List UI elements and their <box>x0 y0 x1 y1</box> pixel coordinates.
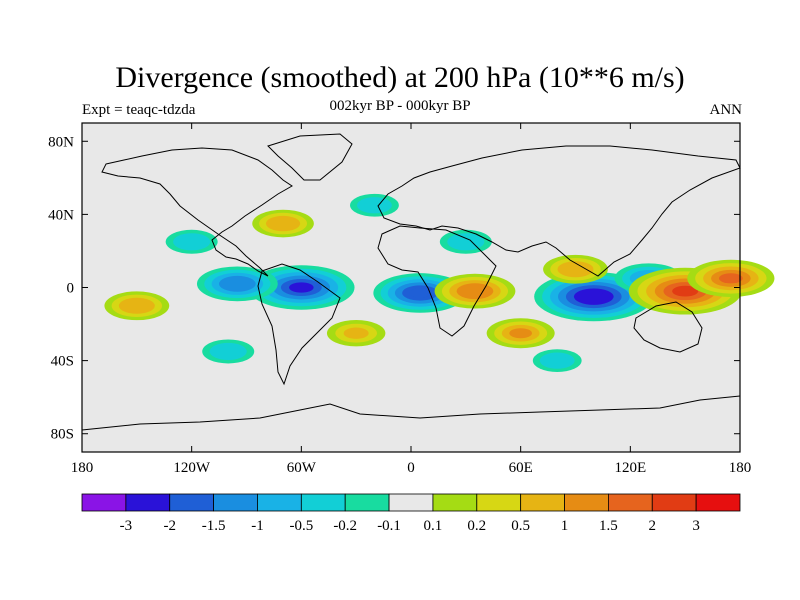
coastline-antarctica <box>81 395 741 431</box>
colorbar-label: 0.1 <box>424 518 443 534</box>
colorbar-swatch <box>344 493 390 512</box>
colorbar-swatch <box>257 493 302 512</box>
field-cell <box>409 288 431 298</box>
field-cell <box>343 327 369 339</box>
colorbar-swatch <box>81 493 127 512</box>
field-cell <box>226 279 249 289</box>
y-tick-label: 40N <box>48 207 74 223</box>
field-cell <box>463 286 486 296</box>
colorbar-swatch <box>388 493 434 512</box>
divergence-field <box>104 193 775 373</box>
field-cell <box>180 236 203 247</box>
colorbar-swatch <box>125 493 171 512</box>
x-tick-label: 0 <box>407 460 415 476</box>
field-cell <box>564 264 587 275</box>
colorbar-swatch <box>169 493 215 512</box>
x-tick-label: 120W <box>173 460 211 476</box>
field-cell <box>217 346 240 357</box>
y-tick-label: 80S <box>51 427 74 443</box>
colorbar-label: 0.5 <box>511 518 530 534</box>
x-tick-label: 180 <box>71 460 94 476</box>
coastline-north-america <box>101 147 293 277</box>
field-cell <box>581 291 606 302</box>
y-tick-label: 80N <box>48 134 74 150</box>
colorbar-label: 0.2 <box>467 518 486 534</box>
colorbar-swatch <box>564 493 609 512</box>
colorbar-label: 2 <box>649 518 657 534</box>
field-cell <box>546 355 568 366</box>
coastline-eurasia <box>377 145 741 277</box>
field-cell <box>454 236 477 247</box>
y-tick-label: 40S <box>51 354 74 370</box>
x-tick-label: 120E <box>614 460 646 476</box>
colorbar-swatch <box>213 493 258 512</box>
field-cell <box>363 200 385 211</box>
field-cell <box>272 218 294 229</box>
coastline-africa <box>377 225 497 337</box>
colorbar-label: 1 <box>561 518 569 534</box>
x-tick-label: 60E <box>509 460 533 476</box>
colorbar-label: -0.2 <box>333 518 357 534</box>
colorbar-label: -0.1 <box>377 518 401 534</box>
colorbar-label: -2 <box>163 518 176 534</box>
y-axis: 80N 40N 0 40S 80S <box>48 134 740 443</box>
coastline-australia <box>633 301 703 353</box>
x-tick-label: 60W <box>287 460 317 476</box>
field-cell <box>509 328 532 339</box>
colorbar-swatch <box>608 493 653 512</box>
colorbar-swatch <box>476 493 522 512</box>
x-tick-label: 180 <box>729 460 752 476</box>
colorbar-label: -0.5 <box>289 518 313 534</box>
colorbar-swatch <box>300 493 346 512</box>
field-cell <box>126 300 148 311</box>
colorbar-label: 3 <box>692 518 700 534</box>
colorbar-label: -1 <box>251 518 264 534</box>
colorbar: -3 -2 -1.5 -1 -0.5 -0.2 -0.1 0.1 0.2 0.5 1 1.5 2 3 <box>81 493 741 534</box>
coastline-south-america <box>257 263 341 386</box>
field-cell <box>672 285 699 297</box>
colorbar-label: -3 <box>120 518 133 534</box>
colorbar-swatch <box>520 493 565 512</box>
season-label: ANN <box>709 102 743 118</box>
experiment-label: Expt = teaqc-tdzda <box>82 102 196 118</box>
period-label: 002kyr BP - 000kyr BP <box>329 98 471 114</box>
colorbar-swatch <box>432 493 478 512</box>
x-axis: 180 120W 60W 0 60E 120E 180 <box>71 123 752 476</box>
colorbar-label: -1.5 <box>202 518 226 534</box>
chart-title: Divergence (smoothed) at 200 hPa (10**6 … <box>115 61 685 94</box>
colorbar-label: 1.5 <box>599 518 618 534</box>
field-cell <box>289 282 314 293</box>
y-tick-label: 0 <box>67 281 75 297</box>
coastlines <box>81 133 741 431</box>
colorbar-swatch <box>651 493 697 512</box>
colorbar-swatch <box>695 493 741 512</box>
coastline-greenland <box>267 133 353 181</box>
field-cell <box>718 273 743 284</box>
